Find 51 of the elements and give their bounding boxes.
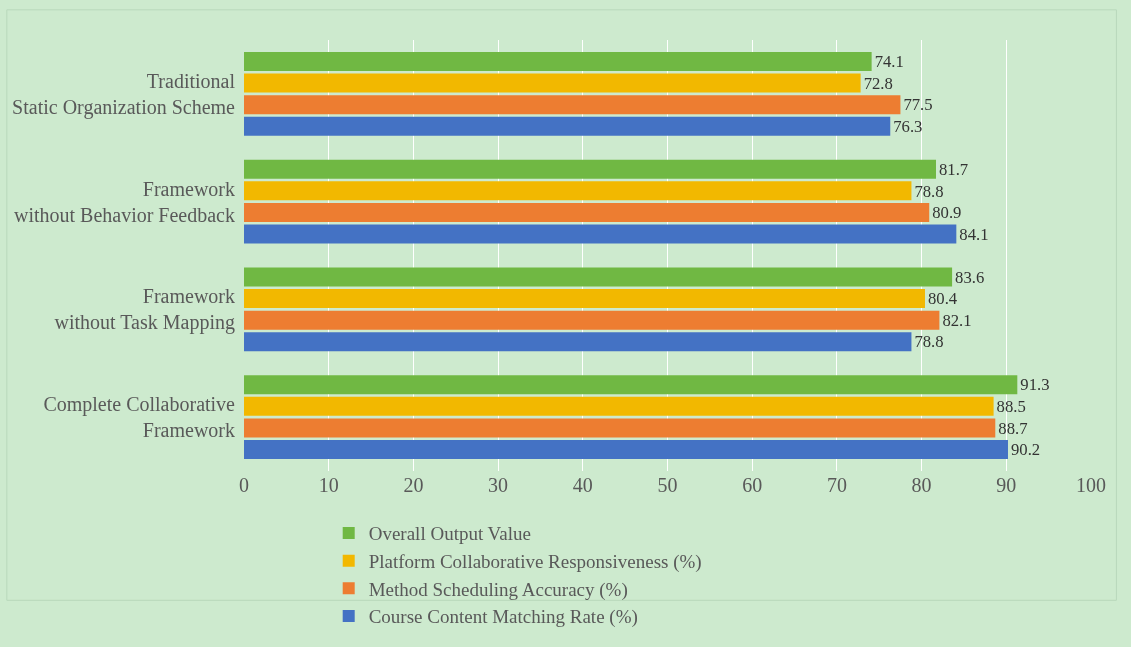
bar [244,439,1008,459]
bar [244,310,940,330]
data-label: 77.5 [903,95,933,115]
bar [244,224,957,244]
data-label: 80.9 [932,203,962,223]
x-tick-label: 30 [488,474,509,496]
data-label: 78.8 [914,181,944,201]
data-label: 82.1 [942,310,972,330]
legend-label: Course Content Matching Rate (%) [368,606,638,629]
bar [244,116,891,136]
legend-label: Overall Output Value [368,523,531,545]
bar [244,267,953,287]
bar [244,159,936,179]
data-label: 90.2 [1011,440,1041,460]
y-tick-label: Framework without Task Mapping [54,285,235,335]
x-tick-label: 90 [996,474,1017,496]
x-tick-label: 20 [403,474,424,496]
x-tick-label: 0 [239,474,249,496]
y-tick-label: Complete Collaborative Framework [43,393,236,442]
y-tick-label: Framework without Behavior Feedback [13,177,235,226]
bar [244,332,912,352]
x-tick-label: 100 [1076,474,1106,496]
data-label: 76.3 [893,116,923,136]
data-label: 78.8 [914,332,944,352]
data-label: 83.6 [955,267,985,287]
data-label: 84.1 [959,224,989,244]
data-label: 72.8 [863,73,893,93]
legend-label: Platform Collaborative Responsiveness (%) [368,551,702,574]
x-tick-label: 10 [318,474,339,496]
x-tick-label: 50 [657,474,678,496]
data-label: 88.7 [998,418,1028,438]
y-tick-label: Traditional Static Organization Scheme [12,69,236,119]
data-label: 91.3 [1020,375,1050,395]
bar [244,181,912,201]
x-tick-label: 40 [572,474,593,496]
data-label: 80.4 [928,289,958,309]
bar [244,289,925,309]
x-tick-label: 80 [911,474,932,496]
bar [244,73,861,93]
x-tick-label: 70 [826,474,847,496]
bar [244,202,930,222]
bar [244,95,901,115]
data-label: 74.1 [874,52,904,72]
bar [244,396,994,416]
data-label: 81.7 [939,159,969,179]
bar [244,52,872,72]
x-tick-label: 60 [742,474,763,496]
bar [244,418,996,438]
bar [244,375,1018,395]
legend-label: Method Scheduling Accuracy (%) [368,578,628,601]
data-label: 88.5 [996,397,1026,417]
